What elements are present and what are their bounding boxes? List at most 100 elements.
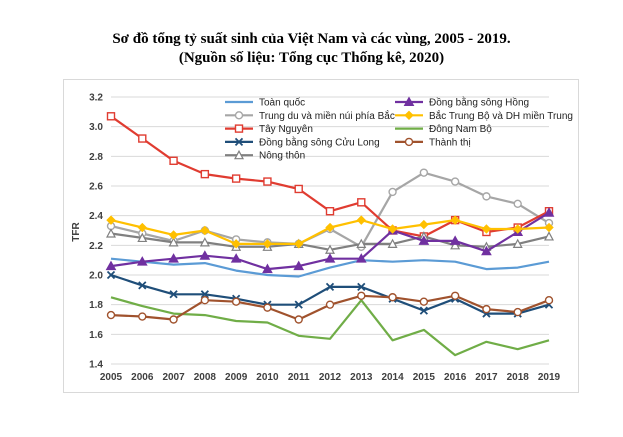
series-5-point [481, 245, 492, 256]
y-tick-label: 2.0 [89, 271, 103, 282]
series-6-point [513, 224, 523, 234]
series-2-point [357, 198, 366, 207]
series-8-point [419, 297, 429, 306]
legend-label: Đồng bằng sông Hồng [429, 96, 529, 109]
series-1-point [388, 187, 397, 197]
series-2-point [138, 134, 147, 143]
series-4-point [387, 238, 398, 248]
x-tick-label: 2015 [413, 372, 436, 383]
series-4-point [106, 228, 116, 238]
x-tick-label: 2007 [162, 372, 185, 383]
series-3-point [325, 282, 335, 292]
series-3-point [419, 306, 428, 315]
series-6-point [419, 219, 429, 230]
series-6-point [262, 239, 273, 249]
series-6-point [387, 224, 398, 234]
series-2-point [263, 177, 272, 186]
series-8-point [200, 296, 210, 305]
legend-marker [403, 96, 415, 106]
series-5-point [355, 253, 367, 263]
series-5-point [324, 253, 336, 263]
series-4-point [168, 237, 179, 247]
series-5-point [199, 250, 211, 260]
series-4-point [544, 231, 554, 241]
series-4-point [356, 238, 367, 248]
series-6-point [544, 222, 554, 233]
series-5-point [168, 253, 179, 263]
series-2-point [325, 207, 335, 216]
chart-subtitle: (Nguồn số liệu: Tổng cục Thống kê, 2020) [178, 50, 445, 66]
series-3-point [200, 290, 209, 299]
series-2-point [169, 156, 178, 165]
y-tick-label: 2.8 [89, 152, 103, 163]
y-tick-label: 2.6 [89, 182, 103, 193]
series-8-point [325, 300, 335, 309]
series-8-point [357, 291, 366, 300]
series-4-point [512, 238, 523, 248]
legend-marker [234, 137, 244, 147]
series-3-point [106, 270, 116, 280]
y-tick-label: 2.4 [89, 211, 103, 222]
series-4-point [450, 240, 461, 250]
series-5-point [293, 260, 305, 271]
legend-marker [234, 124, 244, 133]
legend-label: Toàn quốc [259, 97, 305, 109]
series-8-point [138, 312, 147, 321]
series-0-line [110, 257, 550, 278]
series-6-point [294, 239, 304, 249]
legend-label: Đông Nam Bộ [429, 124, 492, 135]
series-5-point [449, 235, 461, 245]
series-4-point [199, 237, 210, 247]
series-5-point [136, 256, 148, 266]
series-6-point [137, 222, 147, 233]
y-axis-label: TFR [71, 222, 82, 242]
legend-marker [404, 110, 414, 121]
x-tick-label: 2008 [194, 372, 217, 383]
series-8-point [482, 304, 491, 314]
series-6-point [450, 215, 460, 225]
y-tick-label: 3.0 [89, 122, 103, 133]
series-3-point [357, 282, 366, 292]
legend-label: Bắc Trung Bộ và DH miền Trung [429, 109, 573, 122]
y-tick-label: 1.8 [89, 300, 103, 311]
x-tick-label: 2010 [256, 372, 279, 383]
legend-marker [234, 111, 244, 120]
series-6-point [106, 215, 116, 225]
series-2-point [106, 112, 116, 121]
series-8-point [263, 303, 272, 312]
x-tick-label: 2017 [475, 372, 498, 383]
x-tick-label: 2011 [288, 372, 310, 383]
legend-label: Nông thôn [259, 151, 305, 162]
series-2-point [200, 169, 210, 179]
series-6-point [200, 225, 210, 236]
y-tick-label: 1.4 [89, 360, 103, 371]
series-2-point [231, 174, 241, 183]
series-1-point [450, 177, 460, 186]
x-tick-label: 2009 [225, 372, 248, 383]
series-6-point [481, 224, 492, 234]
x-tick-label: 2014 [381, 372, 404, 383]
legend-marker [404, 137, 414, 147]
legend-label: Thành thị [429, 137, 471, 148]
series-8-point [544, 296, 554, 305]
series-6-point [325, 222, 335, 233]
x-tick-label: 2013 [350, 372, 373, 383]
series-8-point [294, 315, 303, 324]
series-3-point [294, 300, 303, 309]
chart-title: Sơ đồ tổng tỷ suất sinh của Việt Nam và … [112, 31, 511, 47]
series-1-point [419, 168, 429, 177]
y-tick-label: 2.2 [89, 241, 103, 252]
series-3-point [138, 281, 147, 290]
series-1-point [513, 199, 522, 209]
x-tick-label: 2012 [319, 372, 342, 383]
series-8-point [388, 293, 397, 302]
y-tick-label: 1.6 [89, 330, 103, 341]
series-3-point [169, 290, 178, 299]
series-5-point [543, 207, 555, 217]
x-tick-label: 2018 [507, 372, 530, 383]
x-tick-label: 2019 [538, 372, 561, 383]
series-8-point [450, 291, 460, 300]
x-tick-label: 2006 [131, 372, 154, 383]
series-6-point [168, 230, 179, 240]
